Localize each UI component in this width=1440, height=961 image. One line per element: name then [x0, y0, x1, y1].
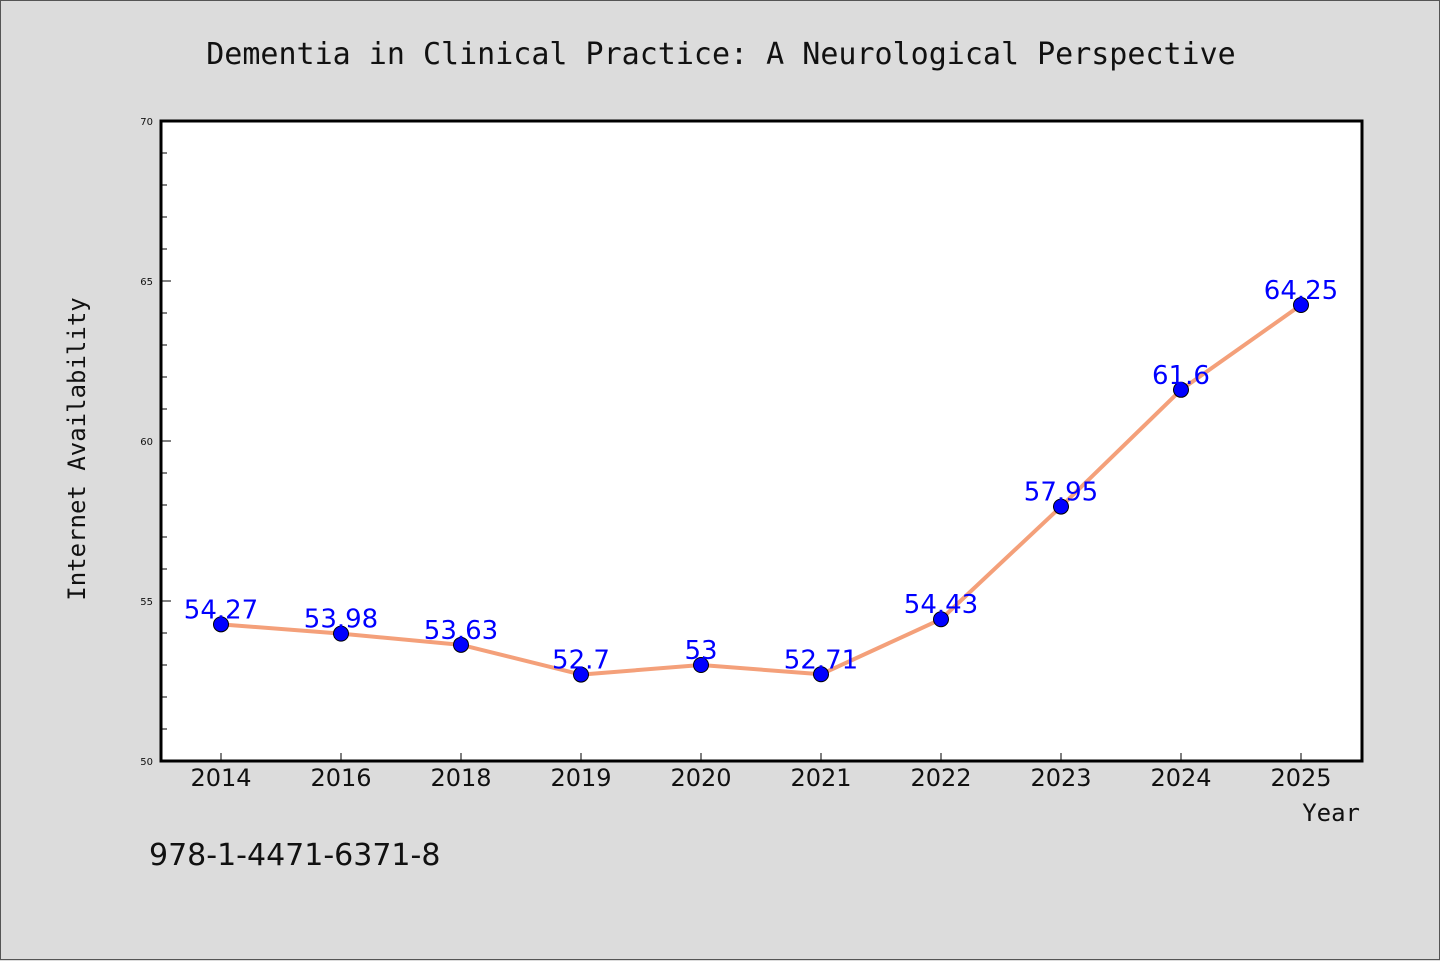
y-tick-label: 55	[140, 597, 153, 608]
data-label: 52.71	[784, 645, 858, 675]
series-line	[219, 303, 1303, 677]
y-axis-ticks: 50 55 60 65 70	[140, 117, 171, 768]
y-tick-label: 65	[140, 277, 153, 288]
x-tick-label: 2024	[1150, 764, 1211, 792]
x-tick-label: 2019	[550, 764, 611, 792]
data-label: 53	[684, 636, 717, 666]
y-tick-label: 50	[140, 757, 153, 768]
x-tick-label: 2022	[910, 764, 971, 792]
data-point-marker	[813, 666, 829, 683]
data-label: 52.7	[552, 646, 610, 676]
data-point-marker	[453, 636, 469, 653]
y-tick-label: 70	[140, 117, 153, 128]
x-tick-label: 2021	[790, 764, 851, 792]
data-point-marker	[693, 657, 709, 673]
data-point-marker	[573, 666, 589, 683]
data-point-marker	[933, 611, 949, 628]
x-axis-ticks: 2014 2016 2018 2019 2020 2021 2022 2023 2024 2025	[190, 753, 1332, 792]
data-point-marker	[1293, 297, 1309, 313]
plot-area	[159, 119, 1364, 763]
series-group	[213, 297, 1309, 683]
x-tick-label: 2025	[1270, 764, 1331, 792]
data-label: 64.25	[1264, 276, 1338, 306]
x-tick-label: 2020	[670, 764, 731, 792]
data-label: 53.63	[424, 616, 498, 646]
y-axis-label: Internet Availability	[63, 297, 91, 600]
data-point-marker	[213, 616, 229, 633]
x-tick-label: 2014	[190, 764, 251, 792]
x-tick-label: 2016	[310, 764, 371, 792]
data-label: 61.6	[1152, 361, 1210, 391]
data-label: 54.43	[904, 590, 978, 620]
chart-title: Dementia in Clinical Practice: A Neurolo…	[206, 37, 1236, 72]
data-label: 53.98	[304, 605, 378, 635]
data-label: 57.95	[1024, 478, 1098, 508]
x-tick-label: 2018	[430, 764, 491, 792]
x-axis-label: Year	[1302, 799, 1360, 827]
x-tick-label: 2023	[1030, 764, 1091, 792]
data-label: 54.27	[184, 595, 258, 625]
data-labels: 54.27 53.98 53.63 52.7 53 52.71 54.43 57.95 61.6…	[184, 276, 1338, 676]
y-tick-label: 60	[140, 437, 153, 448]
isbn-text: 978-1-4471-6371-8	[149, 838, 440, 873]
data-point-marker	[333, 625, 349, 642]
data-point-marker	[1173, 381, 1189, 398]
data-point-marker	[1053, 498, 1069, 515]
